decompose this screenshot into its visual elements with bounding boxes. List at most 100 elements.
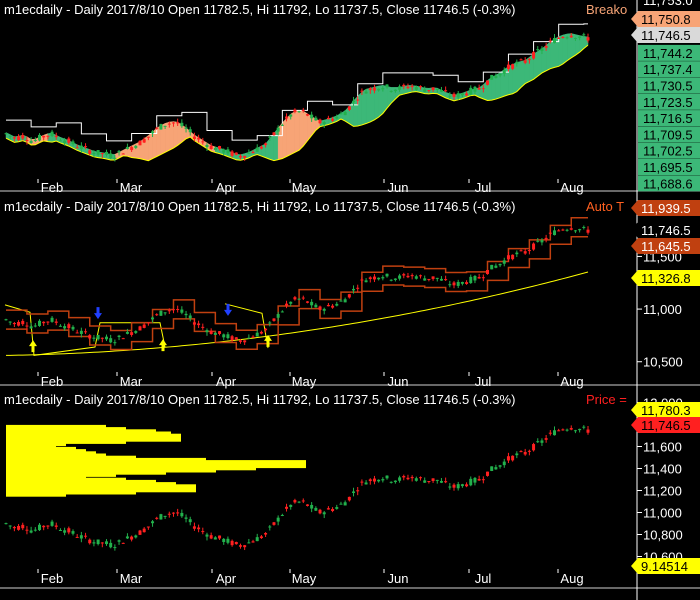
channel-line (6, 235, 588, 351)
panel-2-candle (490, 264, 494, 270)
panel-3-candle (117, 540, 121, 542)
panel-1-candle (360, 90, 364, 92)
panel-1-indicator: Breako (586, 2, 627, 17)
channel-outline (4, 304, 166, 356)
panel-2-candle (377, 277, 381, 280)
panel-1-candle (33, 139, 37, 141)
title-backdrop (3, 392, 517, 407)
channel-line (6, 216, 588, 332)
panel-3-candle (12, 527, 16, 529)
panel-1-candle (4, 133, 8, 135)
panel-3-candle (511, 455, 515, 461)
panel-2-candle (318, 306, 322, 310)
panel-3-candle (393, 480, 397, 483)
panel-3-candle (406, 477, 410, 480)
panel-1-candle (515, 61, 519, 64)
signal-arrow (94, 307, 102, 320)
panel-3-candle (46, 525, 50, 527)
panel-3-indicator: Price = (586, 392, 627, 407)
y-tick-label: 11,753.0 (643, 0, 693, 8)
panel-2-candle (565, 229, 569, 231)
panel-2-candle (63, 326, 67, 329)
panel-3-candle (176, 512, 180, 514)
panel-2-candle (218, 331, 222, 334)
panel-1-candle (586, 37, 590, 41)
panel-1-candle (46, 135, 50, 137)
panel-3-candle (17, 525, 21, 530)
y-tick-label: 11,695.5 (643, 160, 693, 175)
panel-3-candle (578, 428, 582, 431)
panel-3-candle (104, 541, 108, 545)
panel-2-candle (481, 277, 485, 279)
price-tag-bg (631, 402, 700, 418)
panel-1-candle (96, 150, 100, 155)
panel-3-candle (251, 541, 255, 543)
panel-1-candle (414, 87, 418, 90)
panel-1-candle (8, 135, 12, 137)
panel-1-candle (502, 70, 506, 74)
panel-3-candle (553, 430, 557, 436)
panel-2-candle (17, 321, 21, 326)
x-tick-label: Jul (475, 374, 492, 389)
panel-3-candle (222, 538, 226, 543)
panel-2-indicator: Auto T (586, 199, 624, 214)
panel-2-candle (301, 297, 305, 299)
panel-2-candle (305, 301, 309, 303)
panel-2-candle (469, 276, 473, 284)
panel-3-candle (569, 428, 573, 430)
title-backdrop (585, 392, 628, 407)
panel-3-candle (477, 478, 481, 481)
panel-2-candle (347, 294, 351, 298)
volume-profile-bar (6, 488, 66, 497)
panel-2-candle (519, 250, 523, 252)
panel-1-candle (561, 37, 565, 39)
panel-2-candle (209, 330, 213, 334)
panel-3-candle (297, 501, 301, 503)
panel-3-candle (469, 478, 473, 486)
panel-1-candle (427, 90, 431, 92)
y-tick-label: 11,688.6 (643, 176, 693, 191)
y-tick-label: 11,737.4 (643, 62, 693, 77)
panel-1-candle (519, 59, 523, 61)
panel-2-candle (548, 232, 552, 234)
panel-1-candle (527, 59, 531, 61)
panel-1-candle (184, 127, 188, 129)
panel-1-candle (419, 86, 423, 88)
panel-3-candle (21, 524, 25, 529)
panel-2-candle (138, 326, 142, 331)
ribbon-segment (374, 85, 379, 121)
panel-1-candle (222, 149, 226, 153)
title-backdrop (585, 2, 629, 17)
panel-3-candle (502, 461, 506, 466)
panel-1-candle (88, 150, 92, 154)
y-tick-bg (638, 77, 700, 94)
y-tick-label: 11,400 (643, 462, 682, 477)
x-tick-label: Aug (560, 374, 583, 389)
ribbon-segment (550, 38, 555, 70)
panel-3-candle (280, 514, 284, 516)
panel-3-candle (448, 486, 452, 488)
panel-1-candle (17, 136, 21, 141)
panel-1-candle (197, 137, 201, 140)
panel-1-candle (130, 147, 134, 151)
y-tick-label: 11,000 (643, 302, 682, 317)
y-tick-label: 11,000 (643, 506, 682, 521)
panel-3-candle (201, 531, 205, 533)
panel-1-candle (557, 38, 561, 40)
panel-3-candle (109, 542, 113, 548)
panel-2-candle (460, 281, 464, 284)
panel-1-candle (54, 135, 58, 138)
y-tick-bg (638, 110, 700, 127)
ribbon-segment (156, 125, 162, 157)
panel-1-candle (29, 140, 33, 144)
panel-3-candle (515, 453, 519, 456)
x-tick-label: Jun (388, 571, 409, 586)
price-tag-bg (631, 558, 700, 574)
panel-2-title: m1ecdaily - Daily 2017/8/10 Open 11782.5… (4, 199, 515, 214)
panel-2-candle (130, 332, 134, 335)
panel-1-candle (259, 146, 263, 149)
panel-1-candle (573, 37, 577, 39)
panel-2-candle (176, 308, 180, 311)
panel-1-candle (377, 88, 381, 91)
panel-2-candle (272, 318, 276, 321)
